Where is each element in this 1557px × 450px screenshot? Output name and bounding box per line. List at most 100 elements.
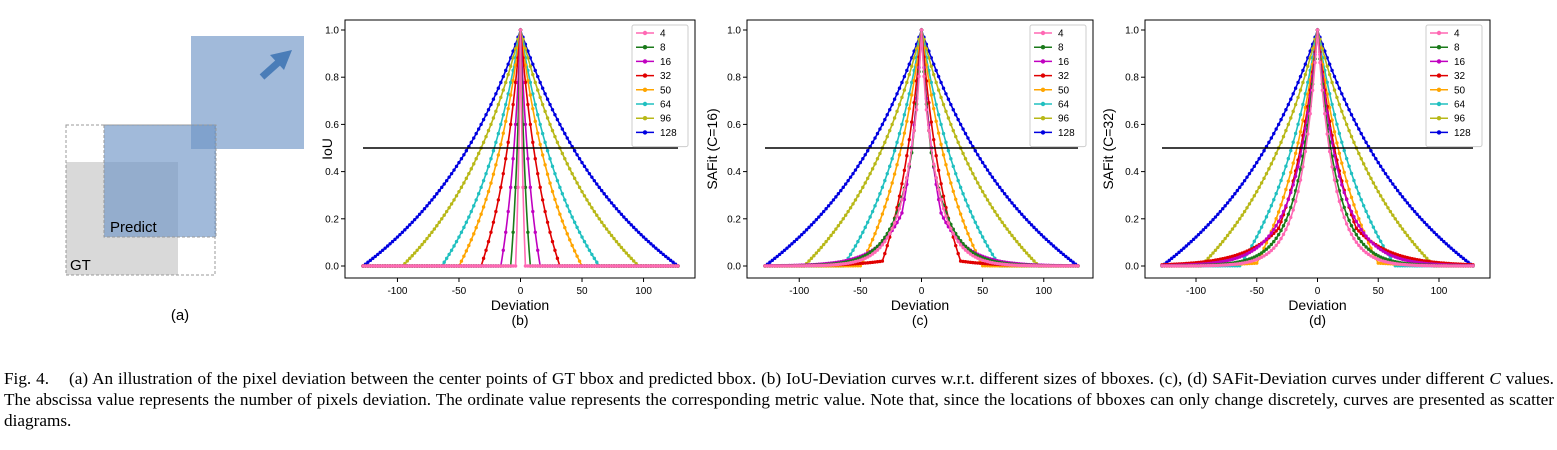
data-point bbox=[1332, 167, 1337, 172]
data-point bbox=[866, 220, 870, 224]
data-point bbox=[807, 259, 811, 263]
data-point bbox=[1247, 171, 1252, 176]
legend-label: 8 bbox=[1058, 43, 1064, 54]
data-point bbox=[946, 116, 951, 120]
data-point bbox=[1354, 240, 1359, 244]
data-point bbox=[523, 185, 528, 190]
data-point bbox=[548, 102, 552, 107]
data-point bbox=[907, 62, 911, 66]
data-point bbox=[949, 102, 953, 107]
data-point bbox=[1274, 191, 1278, 196]
legend-label: 64 bbox=[660, 100, 672, 111]
data-point bbox=[1347, 187, 1351, 192]
data-point bbox=[809, 263, 814, 268]
data-point bbox=[978, 261, 982, 265]
data-point bbox=[528, 64, 533, 69]
legend-marker bbox=[1436, 73, 1442, 78]
data-point bbox=[1262, 254, 1266, 258]
data-point bbox=[978, 185, 982, 190]
data-point bbox=[885, 236, 889, 240]
data-point bbox=[883, 140, 887, 145]
data-point bbox=[958, 122, 963, 127]
data-point bbox=[1259, 181, 1264, 185]
data-point bbox=[966, 250, 970, 254]
data-point bbox=[1395, 220, 1400, 224]
data-point bbox=[934, 68, 938, 73]
data-point bbox=[939, 211, 943, 215]
data-point bbox=[1264, 215, 1269, 219]
data-point bbox=[550, 107, 555, 112]
data-point bbox=[1464, 258, 1468, 263]
data-point bbox=[880, 185, 885, 190]
data-point bbox=[1378, 164, 1383, 169]
data-point bbox=[983, 164, 987, 169]
data-point bbox=[602, 192, 606, 196]
data-point bbox=[1206, 256, 1210, 261]
data-point bbox=[944, 214, 948, 218]
data-point bbox=[459, 264, 464, 268]
data-point bbox=[1267, 245, 1271, 249]
data-point bbox=[1005, 262, 1009, 267]
data-point bbox=[890, 226, 894, 231]
data-point bbox=[1039, 264, 1044, 268]
data-point bbox=[577, 230, 582, 234]
data-point bbox=[1211, 217, 1215, 222]
data-point bbox=[817, 215, 821, 219]
data-point bbox=[1412, 209, 1417, 214]
data-point bbox=[1376, 189, 1380, 194]
data-point bbox=[980, 160, 985, 165]
data-point bbox=[656, 264, 661, 268]
data-point bbox=[491, 97, 496, 101]
data-point bbox=[939, 198, 943, 202]
data-point bbox=[946, 172, 951, 176]
data-point bbox=[1264, 252, 1269, 257]
data-point bbox=[1361, 136, 1366, 140]
data-point bbox=[1366, 171, 1371, 176]
data-point bbox=[619, 245, 624, 250]
y-tick-label: 0.8 bbox=[325, 73, 339, 84]
data-point bbox=[1225, 233, 1230, 238]
data-point bbox=[1252, 194, 1257, 198]
data-point bbox=[661, 264, 665, 268]
data-point bbox=[1252, 239, 1257, 244]
data-point bbox=[1386, 175, 1390, 179]
data-point bbox=[1405, 263, 1410, 267]
data-point bbox=[1199, 264, 1203, 268]
data-point bbox=[1410, 239, 1414, 244]
data-point bbox=[474, 198, 478, 202]
data-point bbox=[973, 149, 977, 153]
data-point bbox=[1037, 230, 1041, 234]
data-point bbox=[1344, 122, 1349, 127]
data-point bbox=[902, 168, 907, 173]
data-point bbox=[496, 86, 501, 90]
data-point bbox=[1374, 230, 1378, 234]
data-point bbox=[1267, 250, 1271, 255]
data-point bbox=[1320, 88, 1325, 93]
data-point bbox=[863, 153, 867, 157]
data-point bbox=[1061, 252, 1066, 257]
data-point bbox=[1357, 151, 1361, 156]
data-point bbox=[1201, 264, 1206, 268]
x-tick-label: 50 bbox=[576, 286, 588, 297]
data-point bbox=[506, 62, 510, 66]
data-point bbox=[538, 185, 542, 190]
data-point bbox=[954, 113, 958, 117]
data-point bbox=[538, 142, 542, 147]
data-point bbox=[1381, 168, 1385, 172]
data-point bbox=[568, 140, 572, 145]
data-point bbox=[961, 151, 965, 156]
data-point bbox=[595, 213, 599, 217]
data-point bbox=[951, 107, 955, 112]
data-point bbox=[1279, 215, 1283, 219]
data-point bbox=[496, 198, 501, 202]
legend-entry: 128 bbox=[1034, 128, 1075, 139]
data-point bbox=[1250, 168, 1254, 172]
data-point bbox=[619, 264, 624, 268]
data-point bbox=[1172, 254, 1176, 259]
legend-marker bbox=[1436, 116, 1442, 121]
data-point bbox=[560, 151, 565, 156]
data-point bbox=[1449, 246, 1453, 250]
data-point bbox=[1347, 204, 1351, 208]
data-point bbox=[629, 223, 633, 227]
data-point bbox=[1357, 217, 1361, 221]
